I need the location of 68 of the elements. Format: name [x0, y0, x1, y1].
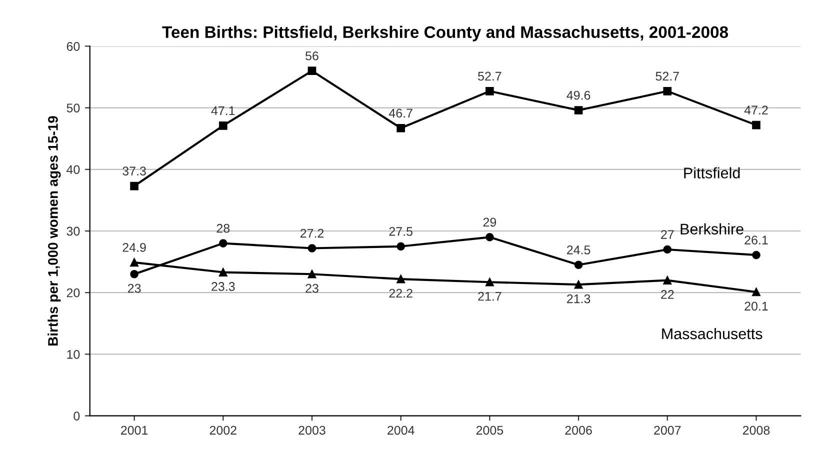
point	[130, 270, 138, 278]
point	[486, 87, 494, 96]
x-tick-label: 2007	[654, 426, 681, 435]
x-tick-label: 2004	[388, 426, 414, 435]
data-label: 21.3	[567, 294, 590, 304]
y-tick-label: 30	[66, 226, 80, 236]
point	[130, 182, 138, 190]
data-label: 23.3	[212, 282, 235, 291]
data-label: 47.2	[744, 106, 768, 114]
point	[396, 274, 406, 284]
point	[752, 120, 760, 130]
point	[396, 124, 406, 132]
data-label: 47.1	[211, 106, 235, 116]
data-label: 46.7	[388, 108, 412, 118]
data-label: 23	[128, 284, 141, 293]
x-tick-label: 2002	[210, 426, 236, 435]
point	[308, 270, 316, 278]
data-label: 20.1	[744, 302, 768, 311]
data-label: 29	[483, 218, 496, 227]
data-label: 27.5	[389, 227, 412, 236]
data-label: 27	[661, 230, 674, 239]
data-label: 24.5	[567, 245, 590, 254]
point	[218, 268, 228, 276]
point	[574, 260, 583, 270]
x-tick-label: 2005	[476, 426, 504, 435]
point	[752, 288, 760, 296]
data-label: 37.3	[122, 166, 146, 176]
data-label: 22.2	[389, 288, 412, 298]
point	[486, 232, 494, 242]
point	[663, 245, 672, 254]
data-label: 23	[306, 284, 318, 293]
chart-title: Teen Births: Pittsfield, Berkshire County and Massachusetts, 2001-2008	[162, 26, 728, 42]
point	[663, 87, 672, 96]
y-tick-label: 0	[74, 412, 80, 420]
data-label: 49.6	[566, 90, 590, 100]
point	[752, 250, 760, 260]
point	[574, 280, 583, 289]
data-label: 52.7	[656, 72, 679, 81]
x-tick-label: 2003	[298, 426, 326, 435]
text: Massachusetts	[662, 328, 762, 340]
data-label: 22	[661, 290, 674, 299]
y-tick-label: 60	[66, 42, 80, 51]
series-label: Berkshire	[680, 223, 744, 234]
x-tick-label: 2008	[742, 426, 770, 435]
point	[486, 278, 494, 286]
y-tick-label: 10	[67, 350, 80, 359]
point	[663, 276, 672, 284]
data-label: 28	[216, 224, 230, 233]
point	[574, 106, 583, 114]
data-label: 24.9	[122, 243, 146, 252]
point	[308, 66, 316, 76]
point	[130, 258, 138, 267]
text: Pittsfield	[684, 167, 740, 178]
x-tick-label: 2001	[121, 426, 148, 435]
x-tick-label: 2006	[565, 426, 592, 435]
data-label: 52.7	[478, 72, 502, 81]
y-tick-label: 20	[66, 288, 80, 298]
data-label: 21.7	[478, 292, 502, 301]
y-tick-label: 40	[66, 165, 80, 174]
y-tick-label: 50	[66, 104, 80, 112]
point	[308, 244, 316, 252]
data-label: 56	[306, 51, 318, 60]
data-label: 27.2	[300, 228, 324, 238]
point	[396, 242, 406, 251]
data-label: 26.1	[744, 236, 768, 244]
point	[218, 121, 228, 130]
point	[218, 239, 228, 248]
y-axis-title: Births per 1,000 women ages 15-19	[48, 116, 61, 346]
